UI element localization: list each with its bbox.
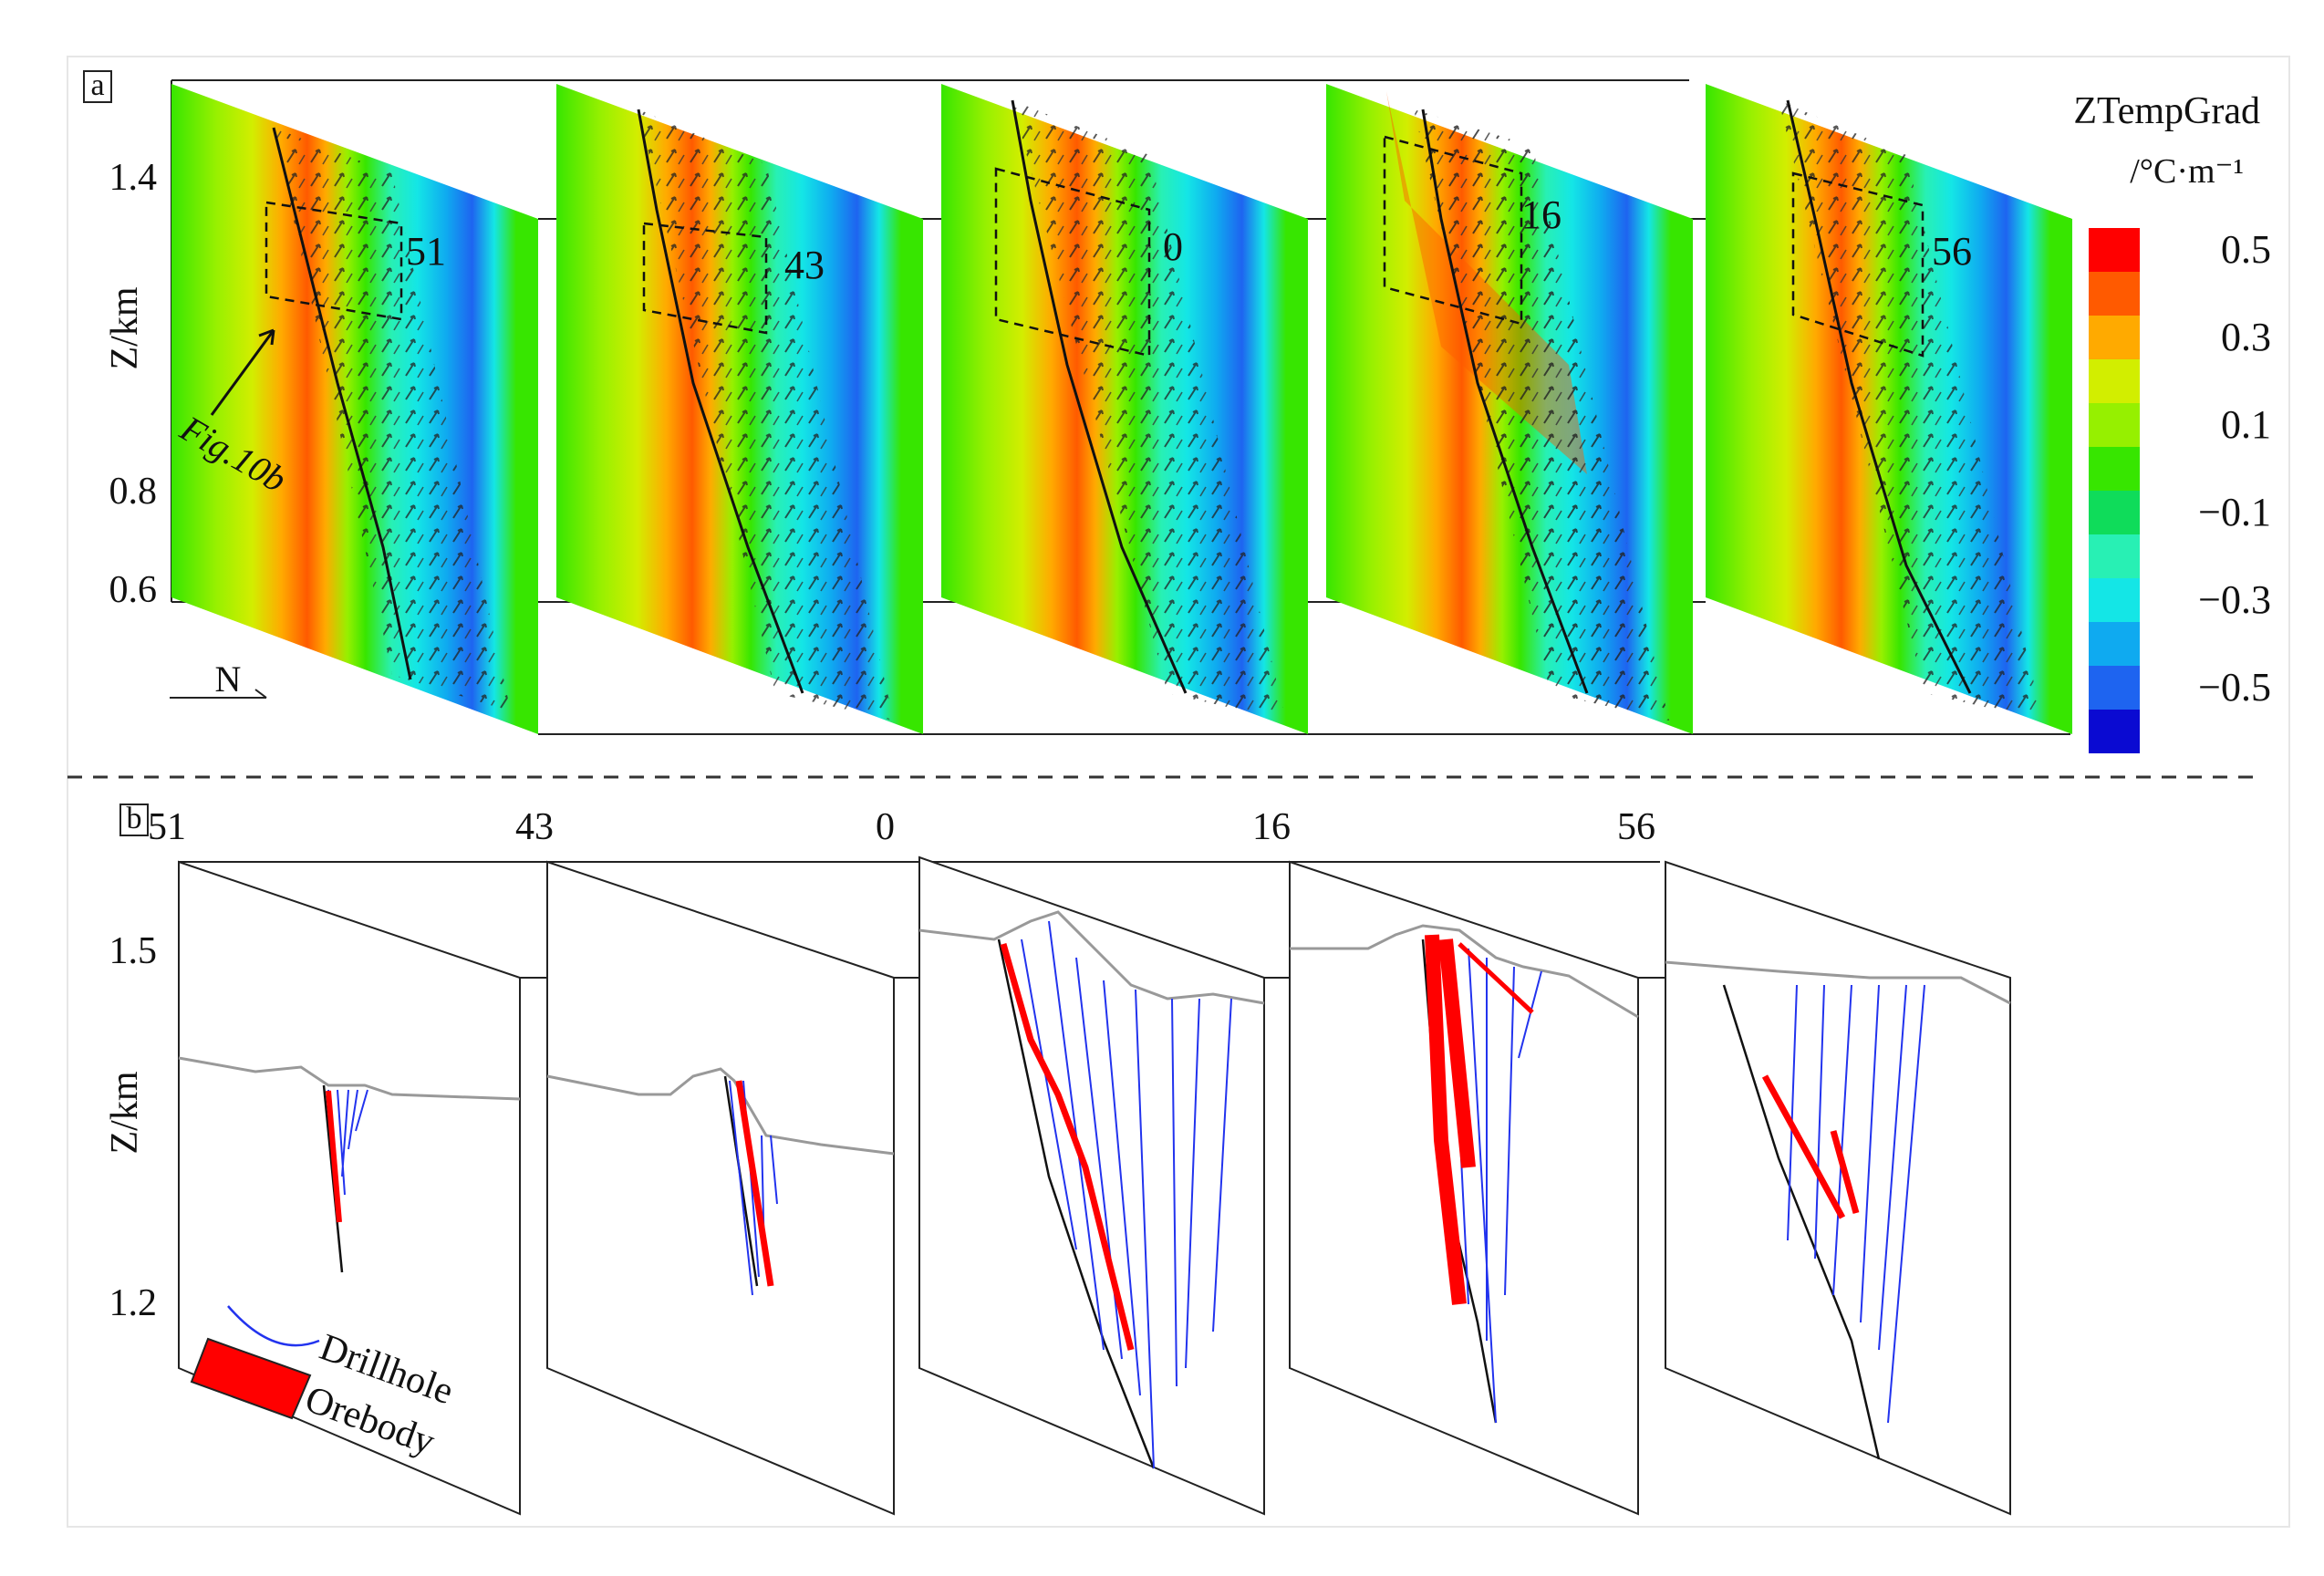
colorbar-tick-label: 0.1 [2221,402,2271,447]
section-box-0 [918,855,1265,1516]
panel-b: b 51 43 0 16 56 1.5 1.2 Z/km [104,802,2011,1516]
slice-51-vectors [274,128,511,711]
slice-16-dashed-box [1383,135,1523,326]
slice-51-label: 51 [406,229,446,274]
slice-0-vectors [1012,100,1286,721]
section-51-fault [322,1084,344,1273]
colorbar-tick-label: −0.5 [2198,665,2271,710]
section-box-16 [1289,860,1639,1516]
slice-0-dashed-box [994,167,1151,358]
panel-b-section-16: 16 [1252,806,1291,848]
slice-56-label: 56 [1932,229,1972,274]
orebody-legend-swatch [190,1337,312,1420]
section-51-topography [178,1056,521,1101]
slice-51-fault-line [272,127,412,680]
panel-b-label-box [119,804,149,836]
panel-b-ytick-2: 1.2 [109,1282,158,1324]
colorbar-ticks: 0.5 0.3 0.1 −0.1 −0.3 −0.5 [2198,227,2271,710]
colorbar-cell [2089,666,2140,710]
panel-b-section-43: 43 [515,806,554,848]
colorbar-tick-label: −0.1 [2198,490,2271,534]
colorbar-cell [2089,622,2140,666]
panel-a-ytick-1: 1.4 [109,157,158,199]
north-label: N [215,658,242,700]
slice-43-label: 43 [784,243,825,287]
section-51-orebody [326,1090,342,1223]
slice-56-vectors [1779,100,2043,721]
colorbar-cell [2089,403,2140,447]
slice-0-label: 0 [1163,224,1183,269]
panel-a-ytick-3: 0.6 [109,569,158,611]
section-box-51 [178,860,521,1516]
section-slice-43: 43 [556,84,923,734]
slice-16-fault-line [1421,109,1589,694]
section-43-orebody [735,1080,774,1287]
slice-43-vectors [638,109,894,721]
colorbar-tick-label: −0.3 [2198,577,2271,622]
panel-b-ylabel: Z/km [104,1071,146,1154]
panel-a: a 1.4 0.8 0.6 Z/km N 51 [83,68,2271,753]
colorbar-cell [2089,491,2140,534]
section-slice-16: 16 [1326,84,1693,734]
panel-b-section-0: 0 [876,806,895,848]
section-box-56 [1665,860,2011,1516]
panel-a-label-box [83,70,112,103]
panel-a-label: a [90,68,104,102]
colorbar-cell [2089,359,2140,403]
slice-56-dashed-box [1791,171,1925,358]
slice-43-fault-line [637,109,804,694]
panel-b-section-56: 56 [1617,806,1655,848]
section-0-topography [918,910,1265,1005]
colorbar-unit: /°C·m⁻¹ [2130,152,2244,191]
section-0-fault [997,938,1156,1469]
section-box-43 [546,860,895,1516]
panel-b-ytick-1: 1.5 [109,930,158,972]
section-56-topography [1665,960,2011,1005]
colorbar-cell [2089,447,2140,491]
section-16-topography [1290,924,1639,1019]
colorbar-title: ZTempGrad [2073,90,2260,132]
colorbar-cell [2089,710,2140,753]
colorbar-cell [2089,578,2140,622]
colorbar-tick-label: 0.3 [2221,315,2271,359]
colorbar-tick-label: 0.5 [2221,227,2271,272]
section-56-orebody [1761,1074,1860,1219]
colorbar-cell [2089,228,2140,272]
drillhole-legend-swatch [227,1305,320,1347]
panel-b-label: b [127,802,142,835]
section-slice-0: 0 [941,84,1308,734]
panel-a-ylabel: Z/km [104,286,146,369]
colorbar: ZTempGrad /°C·m⁻¹ 0.5 0.3 0.1 −0.1 −0.3 −0.5 [2073,90,2271,753]
section-16-orebody-main [1425,934,1476,1305]
panel-a-ytick-2: 0.8 [109,471,158,513]
slice-16-label: 16 [1521,192,1561,237]
colorbar-cells [2089,228,2140,753]
slice-0-fault-line [1011,99,1188,694]
north-arrow: N [170,658,267,700]
colorbar-cell [2089,272,2140,316]
colorbar-cell [2089,534,2140,578]
section-slice-51: 51 [171,84,538,734]
section-56-drillholes [1787,984,1925,1424]
section-slice-56: 56 [1706,84,2072,734]
section-0-orebody [1000,943,1135,1351]
slice-43-dashed-box [642,222,768,335]
section-16-orebody-branch [1458,942,1534,1014]
slice-56-fault-line [1786,99,1972,694]
colorbar-cell [2089,316,2140,359]
slice-16-vectors [1414,109,1669,721]
section-43-topography [546,1067,895,1156]
panel-b-section-51: 51 [148,806,186,848]
